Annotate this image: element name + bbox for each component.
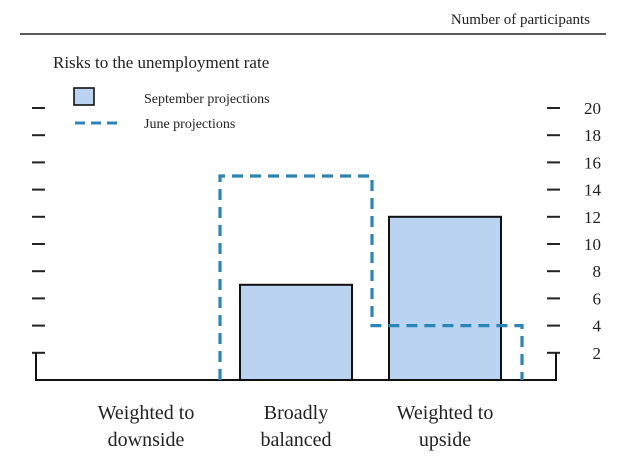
category-label: downside: [108, 429, 185, 451]
legend: September projections June projections: [73, 87, 270, 132]
category-labels: Weighted to downside Broadly balanced Weight…: [98, 402, 494, 451]
category-label: Weighted to: [98, 402, 195, 424]
y-tick-labels: 2 4 6 8 10 12 14 16 18 20: [584, 99, 602, 363]
y-tick-label: 2: [593, 344, 602, 363]
y-tick-label: 18: [584, 126, 601, 145]
y-tick-label: 14: [584, 181, 602, 200]
category-label: Broadly: [264, 402, 328, 424]
y-tick-label: 8: [593, 262, 602, 281]
bar-september: [388, 215, 502, 381]
left-ticks: [32, 107, 45, 354]
y-tick-label: 20: [584, 99, 601, 118]
legend-label-september: September projections: [144, 92, 270, 107]
y-tick-label: 16: [584, 153, 601, 172]
right-ticks: [547, 107, 560, 354]
y-tick-label: 10: [584, 235, 601, 254]
bar-september: [239, 283, 353, 381]
unit-label: Number of participants: [451, 12, 590, 28]
legend-label-june: June projections: [144, 117, 235, 132]
y-tick-label: 12: [584, 208, 601, 227]
june-dashed-outline: [218, 174, 524, 380]
category-label: balanced: [260, 429, 331, 451]
september-bars: [239, 215, 502, 381]
category-label: upside: [419, 429, 471, 451]
y-tick-label: 6: [593, 289, 602, 308]
chart-title: Risks to the unemployment rate: [53, 53, 269, 72]
y-tick-label: 4: [593, 317, 602, 336]
legend-swatch-september: [73, 87, 95, 106]
category-label: Weighted to: [397, 402, 494, 424]
